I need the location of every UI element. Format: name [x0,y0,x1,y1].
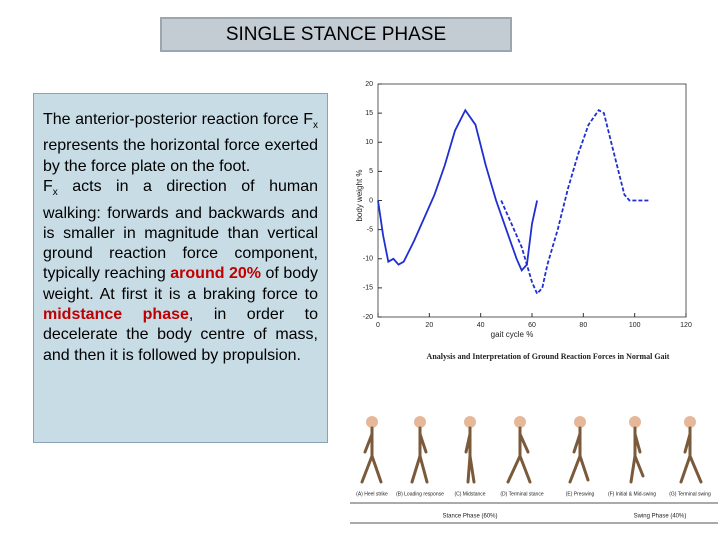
phase-label: (B) Loading response [396,491,444,497]
x-tick-label: 80 [579,322,587,329]
text-run: F [43,178,53,196]
x-tick-label: 20 [425,322,433,329]
y-tick-label: -15 [363,285,373,292]
phase-label: (D) Terminal stance [500,491,543,497]
data-line [377,108,538,273]
y-tick-label: 20 [365,81,373,88]
phase-label: (A) Heel strike [356,491,388,497]
y-tick-label: 0 [369,197,373,204]
paragraph: Fx acts in a direction of human walking:… [43,177,318,366]
phase-label: (F) Initial & Mid-swing [608,491,656,497]
text-run: around 20% [170,265,261,283]
y-tick-label: 5 [369,168,373,175]
text-run: acts in a direction of human walking: fo… [43,178,318,283]
text-run: midstance phase [43,306,189,324]
text-run: The anterior-posterior reaction force F [43,111,313,128]
text-box: The anterior-posterior reaction force Fx… [33,93,328,443]
paragraph: The anterior-posterior reaction force Fx… [43,110,318,177]
period-label: Swing Phase (40%) [634,514,687,520]
x-axis-label: gait cycle % [491,330,534,339]
phase-label: (E) Preswing [566,491,595,497]
y-tick-label: -10 [363,256,373,263]
period-label: Stance Phase (60%) [442,514,497,520]
walking-illustration-more [410,416,703,484]
y-axis-label: body weight % [355,169,364,221]
phase-label: (C) Midstance [454,491,485,497]
text-run: of body weight. At first it is a braking… [43,265,319,303]
caption: Analysis and Interpretation of Ground Re… [427,352,670,361]
x-tick-label: 100 [629,322,641,329]
phase-label: (G) Terminal swing [669,491,711,497]
x-tick-label: 0 [376,322,380,329]
text-run: x [52,187,58,199]
y-tick-label: -20 [363,314,373,321]
walking-illustration [360,416,383,484]
x-tick-label: 40 [477,322,485,329]
data-line [500,109,651,296]
text-run: represents the horizontal force exerted … [43,137,318,175]
slide-title: SINGLE STANCE PHASE [160,17,512,52]
y-tick-label: 15 [365,110,373,117]
x-tick-label: 120 [680,322,692,329]
y-tick-label: 10 [365,139,373,146]
y-tick-label: -5 [367,226,373,233]
x-tick-label: 60 [528,322,536,329]
text-run: x [313,120,318,132]
text-run: , in order to decelerate the body centre… [43,306,318,364]
